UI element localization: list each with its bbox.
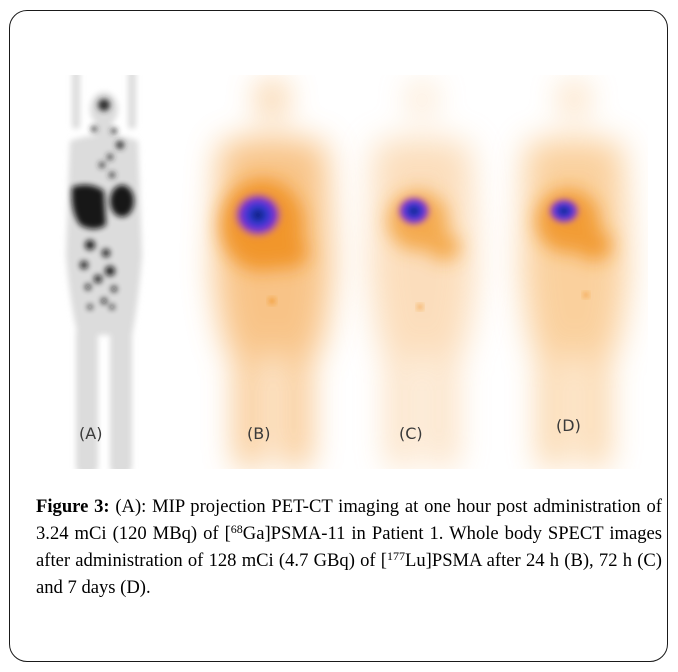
scan-figure bbox=[50, 75, 648, 469]
caption-heading: Figure 3: bbox=[36, 496, 110, 517]
panel-label-c: (C) bbox=[399, 424, 423, 443]
figure-frame: (A) (B) (C) (D) Figure 3: (A): MIP proje… bbox=[9, 10, 668, 662]
caption-sup-1: 68 bbox=[231, 522, 243, 536]
panel-label-d: (D) bbox=[556, 416, 581, 435]
panel-a-image bbox=[66, 75, 142, 469]
figure-caption: Figure 3: (A): MIP projection PET-CT ima… bbox=[36, 493, 662, 601]
panel-label-a: (A) bbox=[79, 424, 102, 443]
panel-b-image bbox=[214, 81, 332, 469]
caption-sup-2: 177 bbox=[387, 549, 405, 563]
panel-d-image bbox=[522, 83, 628, 469]
panel-c-image bbox=[370, 83, 476, 469]
panel-label-b: (B) bbox=[247, 424, 270, 443]
